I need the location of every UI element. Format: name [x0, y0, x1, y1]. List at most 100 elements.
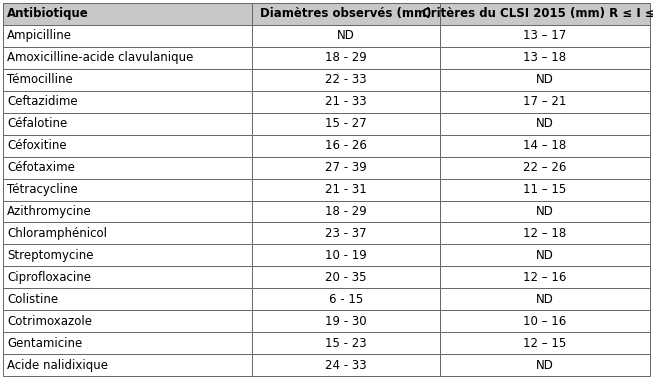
Text: 10 - 19: 10 - 19	[325, 249, 367, 262]
Bar	[3, 288, 252, 310]
Text: Antibiotique: Antibiotique	[7, 8, 89, 20]
Text: Diamètres observés (mm): Diamètres observés (mm)	[260, 8, 432, 20]
Text: 24 - 33: 24 - 33	[325, 359, 367, 372]
Text: 22 – 26: 22 – 26	[523, 161, 566, 174]
Bar	[252, 113, 439, 135]
Bar	[3, 223, 252, 245]
Bar	[439, 178, 650, 201]
Bar	[439, 156, 650, 178]
Bar	[439, 288, 650, 310]
Bar	[3, 91, 252, 113]
Text: Critères du CLSI 2015 (mm) R ≤ I ≤ S: Critères du CLSI 2015 (mm) R ≤ I ≤ S	[422, 8, 653, 20]
Text: 15 - 27: 15 - 27	[325, 117, 367, 130]
Bar	[252, 178, 439, 201]
Text: Colistine: Colistine	[7, 293, 58, 306]
Text: 18 - 29: 18 - 29	[325, 205, 367, 218]
Bar	[252, 310, 439, 332]
Bar	[252, 332, 439, 354]
Bar	[3, 266, 252, 288]
Bar	[439, 135, 650, 156]
Text: ND: ND	[535, 73, 554, 86]
Text: 17 – 21: 17 – 21	[523, 95, 566, 108]
Text: Chloramphénicol: Chloramphénicol	[7, 227, 107, 240]
Bar	[252, 25, 439, 47]
Bar	[3, 201, 252, 223]
Bar	[3, 3, 252, 25]
Bar	[3, 47, 252, 69]
Bar	[252, 223, 439, 245]
Text: ND: ND	[535, 359, 554, 372]
Bar	[439, 3, 650, 25]
Bar	[3, 69, 252, 91]
Text: ND: ND	[535, 205, 554, 218]
Text: Ciprofloxacine: Ciprofloxacine	[7, 271, 91, 284]
Bar	[252, 288, 439, 310]
Bar	[439, 25, 650, 47]
Bar	[439, 201, 650, 223]
Text: Ceftazidime: Ceftazidime	[7, 95, 78, 108]
Bar	[252, 266, 439, 288]
Bar	[439, 310, 650, 332]
Text: Céfoxitine: Céfoxitine	[7, 139, 67, 152]
Bar	[3, 245, 252, 266]
Text: 19 - 30: 19 - 30	[325, 315, 367, 328]
Text: ND: ND	[337, 29, 355, 42]
Bar	[439, 91, 650, 113]
Bar	[252, 201, 439, 223]
Text: 22 - 33: 22 - 33	[325, 73, 367, 86]
Text: 14 – 18: 14 – 18	[523, 139, 566, 152]
Bar	[439, 245, 650, 266]
Bar	[252, 156, 439, 178]
Bar	[439, 113, 650, 135]
Bar	[3, 310, 252, 332]
Text: 11 – 15: 11 – 15	[523, 183, 566, 196]
Text: Acide nalidixique: Acide nalidixique	[7, 359, 108, 372]
Bar	[439, 332, 650, 354]
Bar	[252, 91, 439, 113]
Text: Amoxicilline-acide clavulanique: Amoxicilline-acide clavulanique	[7, 51, 193, 64]
Text: Ampicilline: Ampicilline	[7, 29, 72, 42]
Text: Témocilline: Témocilline	[7, 73, 73, 86]
Text: Tétracycline: Tétracycline	[7, 183, 78, 196]
Text: 15 - 23: 15 - 23	[325, 337, 367, 350]
Bar	[3, 354, 252, 376]
Text: Streptomycine: Streptomycine	[7, 249, 93, 262]
Bar	[3, 113, 252, 135]
Text: 13 – 18: 13 – 18	[523, 51, 566, 64]
Text: Céfalotine: Céfalotine	[7, 117, 67, 130]
Text: Céfotaxime: Céfotaxime	[7, 161, 75, 174]
Text: Gentamicine: Gentamicine	[7, 337, 82, 350]
Bar	[3, 156, 252, 178]
Bar	[252, 47, 439, 69]
Text: 21 - 31: 21 - 31	[325, 183, 367, 196]
Bar	[3, 25, 252, 47]
Bar	[252, 354, 439, 376]
Bar	[439, 223, 650, 245]
Bar	[439, 47, 650, 69]
Bar	[252, 69, 439, 91]
Bar	[439, 69, 650, 91]
Bar	[3, 135, 252, 156]
Text: ND: ND	[535, 293, 554, 306]
Bar	[439, 266, 650, 288]
Bar	[252, 245, 439, 266]
Bar	[3, 332, 252, 354]
Bar	[3, 178, 252, 201]
Text: 12 – 16: 12 – 16	[523, 271, 566, 284]
Text: 20 - 35: 20 - 35	[325, 271, 366, 284]
Text: 10 – 16: 10 – 16	[523, 315, 566, 328]
Bar	[439, 354, 650, 376]
Text: 23 - 37: 23 - 37	[325, 227, 367, 240]
Text: 13 – 17: 13 – 17	[523, 29, 566, 42]
Bar	[252, 135, 439, 156]
Text: 12 – 18: 12 – 18	[523, 227, 566, 240]
Text: ND: ND	[535, 249, 554, 262]
Text: 18 - 29: 18 - 29	[325, 51, 367, 64]
Text: 21 - 33: 21 - 33	[325, 95, 367, 108]
Text: 6 - 15: 6 - 15	[328, 293, 363, 306]
Text: 12 – 15: 12 – 15	[523, 337, 566, 350]
Text: ND: ND	[535, 117, 554, 130]
Text: Cotrimoxazole: Cotrimoxazole	[7, 315, 92, 328]
Bar	[252, 3, 439, 25]
Text: Azithromycine: Azithromycine	[7, 205, 92, 218]
